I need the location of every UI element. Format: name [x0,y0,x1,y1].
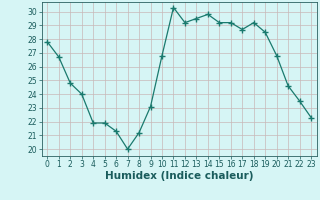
X-axis label: Humidex (Indice chaleur): Humidex (Indice chaleur) [105,171,253,181]
